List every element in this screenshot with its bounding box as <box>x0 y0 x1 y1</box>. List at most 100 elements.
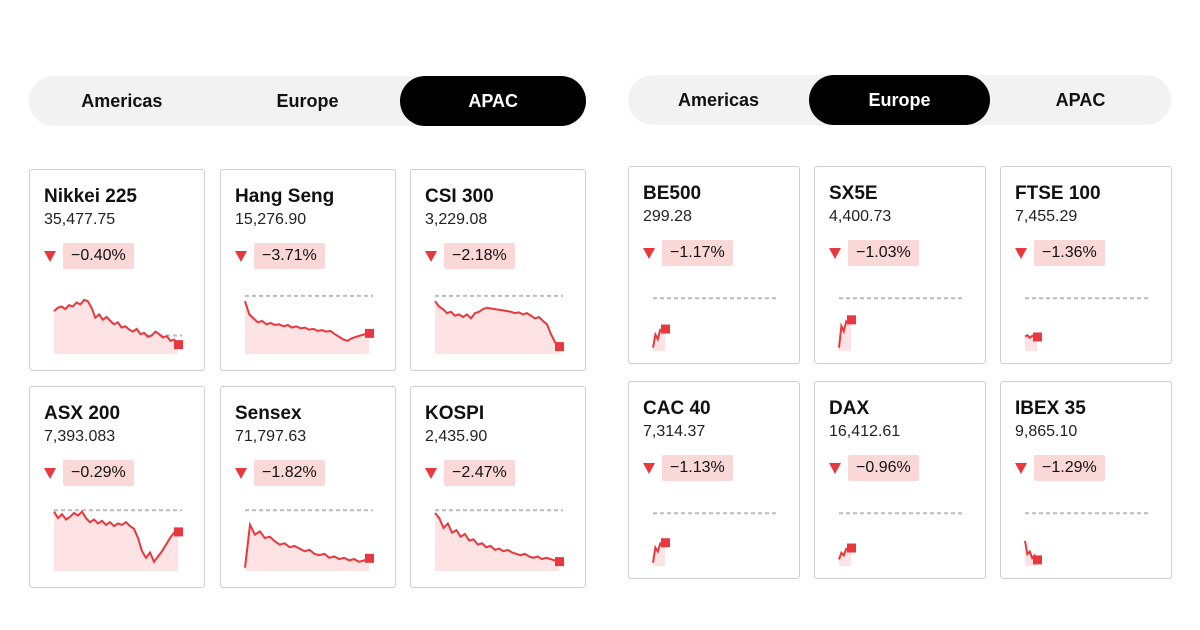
region-tabs: Americas Europe APAC <box>628 75 1171 125</box>
sparkline-chart <box>652 512 777 566</box>
change-badge: −2.47% <box>444 460 515 486</box>
index-card-be500[interactable]: BE500 299.28 −1.17% <box>628 166 800 364</box>
last-value-marker <box>847 315 856 325</box>
change-badge: −0.40% <box>63 243 134 269</box>
index-card-sx5e[interactable]: SX5E 4,400.73 −1.03% <box>814 166 986 364</box>
change-badge: −1.36% <box>1034 240 1105 266</box>
sparkline-area <box>245 524 369 571</box>
sparkline-line <box>244 300 370 342</box>
index-card-csi-300[interactable]: CSI 300 3,229.08 −2.18% <box>410 169 586 371</box>
index-card-cac-40[interactable]: CAC 40 7,314.37 −1.13% <box>628 381 800 579</box>
sparkline-line <box>244 521 370 568</box>
index-value: 15,276.90 <box>235 211 307 228</box>
sparkline-line <box>53 509 179 564</box>
index-card-asx-200[interactable]: ASX 200 7,393.083 −0.29% <box>29 386 205 588</box>
index-name: Nikkei 225 <box>44 186 137 207</box>
index-name: DAX <box>829 398 870 419</box>
sparkline-chart <box>652 297 777 351</box>
region-tabs: Americas Europe APAC <box>29 76 587 126</box>
index-card-kospi[interactable]: KOSPI 2,435.90 −2.47% <box>410 386 586 588</box>
down-triangle-icon <box>643 248 655 259</box>
sparkline-line <box>434 512 560 563</box>
index-value: 7,314.37 <box>643 423 706 440</box>
index-card-ibex-35[interactable]: IBEX 35 9,865.10 −1.29% <box>1000 381 1172 579</box>
down-triangle-icon <box>1015 463 1027 474</box>
last-value-marker <box>555 557 564 567</box>
index-name: Hang Seng <box>235 186 335 207</box>
down-triangle-icon <box>425 468 437 479</box>
tab-americas[interactable]: Americas <box>677 89 760 110</box>
index-name: SX5E <box>829 183 878 204</box>
index-value: 3,229.08 <box>425 211 488 228</box>
down-triangle-icon <box>829 463 841 474</box>
change-badge: −1.13% <box>662 455 733 481</box>
sparkline-chart <box>244 294 374 354</box>
sparkline-chart <box>53 298 183 354</box>
down-triangle-icon <box>235 468 247 479</box>
sparkline-chart <box>434 294 564 354</box>
index-name: CSI 300 <box>425 186 494 207</box>
sparkline-chart <box>1024 297 1149 351</box>
last-value-marker <box>1033 332 1042 342</box>
sparkline-line <box>53 298 179 345</box>
sparkline-area <box>54 299 178 354</box>
index-value: 7,455.29 <box>1015 208 1078 225</box>
last-value-marker <box>661 538 670 548</box>
index-name: BE500 <box>643 183 702 204</box>
tab-americas[interactable]: Americas <box>81 90 163 111</box>
sparkline-chart <box>838 297 963 351</box>
index-name: FTSE 100 <box>1015 183 1101 204</box>
down-triangle-icon <box>1015 248 1027 259</box>
index-value: 9,865.10 <box>1015 423 1078 440</box>
sparkline-chart <box>434 509 564 571</box>
sparkline-line <box>434 300 560 347</box>
down-triangle-icon <box>44 468 56 479</box>
down-triangle-icon <box>44 251 56 262</box>
tab-europe[interactable]: Europe <box>809 75 990 125</box>
sparkline-chart <box>244 509 374 571</box>
down-triangle-icon <box>235 251 247 262</box>
tab-apac[interactable]: APAC <box>400 76 587 126</box>
last-value-marker <box>174 340 183 350</box>
sparkline-chart <box>53 509 183 571</box>
change-badge: −1.03% <box>848 240 919 266</box>
sparkline-area <box>245 301 369 354</box>
sparkline-area <box>839 319 851 351</box>
index-name: KOSPI <box>425 403 485 424</box>
index-value: 71,797.63 <box>235 428 307 445</box>
index-value: 35,477.75 <box>44 211 116 228</box>
index-value: 4,400.73 <box>829 208 892 225</box>
index-name: CAC 40 <box>643 398 711 419</box>
index-name: ASX 200 <box>44 403 121 424</box>
sparkline-area <box>653 328 665 351</box>
down-triangle-icon <box>425 251 437 262</box>
change-badge: −1.82% <box>254 460 325 486</box>
sparkline-chart <box>838 512 963 566</box>
last-value-marker <box>661 324 670 334</box>
sparkline-area <box>653 542 665 566</box>
tab-europe[interactable]: Europe <box>276 90 339 111</box>
sparkline-area <box>54 511 178 571</box>
change-badge: −0.96% <box>848 455 919 481</box>
down-triangle-icon <box>829 248 841 259</box>
index-card-dax[interactable]: DAX 16,412.61 −0.96% <box>814 381 986 579</box>
change-badge: −2.18% <box>444 243 515 269</box>
index-name: Sensex <box>235 403 302 424</box>
index-card-ftse-100[interactable]: FTSE 100 7,455.29 −1.36% <box>1000 166 1172 364</box>
last-value-marker <box>365 328 374 338</box>
last-value-marker <box>1033 555 1042 565</box>
last-value-marker <box>174 527 183 537</box>
change-badge: −3.71% <box>254 243 325 269</box>
change-badge: −1.29% <box>1034 455 1105 481</box>
index-value: 299.28 <box>643 208 692 225</box>
last-value-marker <box>847 543 856 553</box>
last-value-marker <box>365 553 374 563</box>
sparkline-chart <box>1024 512 1149 566</box>
index-card-sensex[interactable]: Sensex 71,797.63 −1.82% <box>220 386 396 588</box>
sparkline-area <box>435 512 559 571</box>
tab-apac[interactable]: APAC <box>1055 89 1106 110</box>
index-card-nikkei-225[interactable]: Nikkei 225 35,477.75 −0.40% <box>29 169 205 371</box>
change-badge: −1.17% <box>662 240 733 266</box>
index-card-hang-seng[interactable]: Hang Seng 15,276.90 −3.71% <box>220 169 396 371</box>
last-value-marker <box>555 342 564 352</box>
